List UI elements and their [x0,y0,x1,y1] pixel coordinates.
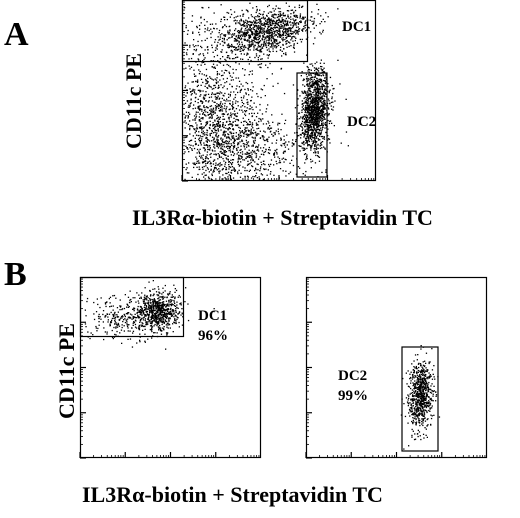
panel-a-gate-dc2 [296,72,328,178]
panel-b-letter: B [4,256,27,293]
panel-a-x-axis-label: IL3Rα-biotin + Streptavidin TC [132,205,433,230]
panel-a-gate-label-dc2: DC2 [347,114,377,130]
panel-b-gate-percent-dc1: 96% [198,328,228,344]
panel-b-y-axis-label: CD11c PE [54,323,79,419]
panel-a-letter: A [4,16,29,53]
panel-b-gate-percent-dc2: 99% [338,388,368,404]
panel-b2-gate-dc2 [401,346,439,452]
panel-b-gate-label-dc1: DC1 [198,308,228,324]
panel-a-scatter [181,0,377,182]
panel-a-y-axis-label: CD11c PE [121,53,146,149]
panel-b2-frame [305,276,488,459]
panel-a-gate-label-dc1: DC1 [342,19,372,35]
panel-b-x-axis-label: IL3Rα-biotin + Streptavidin TC [82,482,383,507]
panel-b1-gate-dc1 [79,276,185,338]
panel-b-scatter-dc2 [305,276,488,459]
panel-b-gate-label-dc2: DC2 [338,368,368,384]
panel-b-scatter-dc1 [79,276,262,459]
panel-a-gate-dc1 [181,0,309,63]
